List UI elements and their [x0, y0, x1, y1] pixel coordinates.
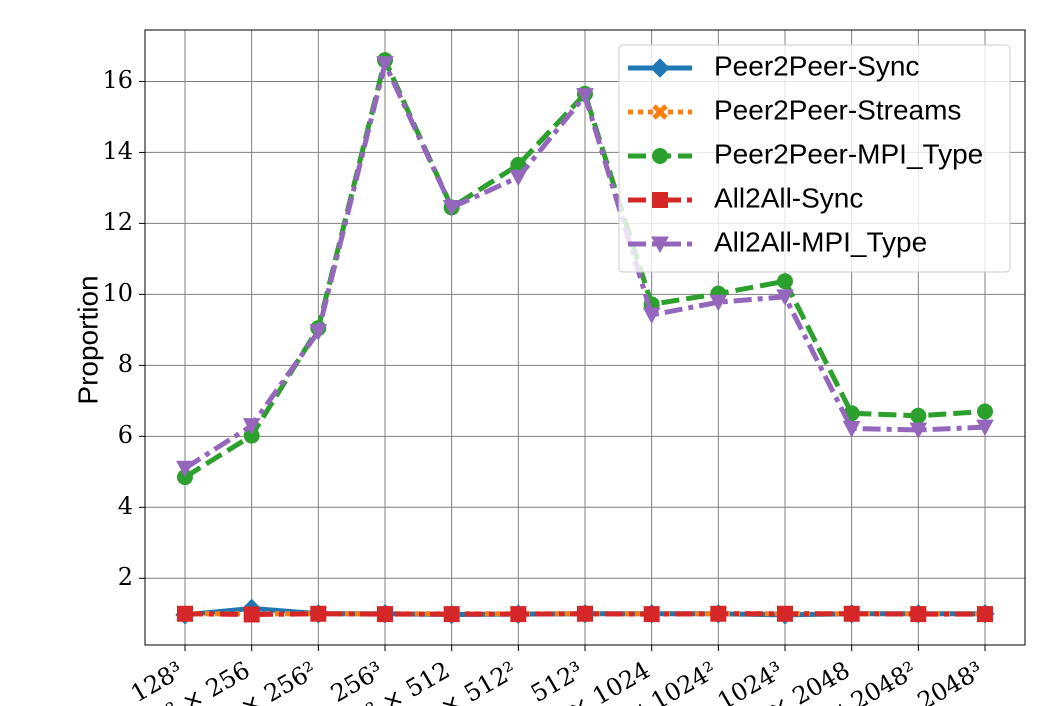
marker [177, 605, 193, 622]
marker [843, 605, 860, 622]
marker [977, 606, 993, 623]
y-tick-label: 8 [118, 350, 133, 378]
marker [443, 606, 460, 623]
marker [242, 418, 261, 435]
marker [176, 460, 194, 478]
marker [910, 606, 927, 623]
marker [309, 324, 328, 341]
marker [442, 199, 461, 217]
marker [709, 294, 728, 312]
marker [710, 605, 727, 622]
y-axis-label: Proportion [72, 275, 103, 404]
marker [842, 421, 861, 438]
marker [777, 605, 793, 622]
legend-label: All2All-Sync [714, 182, 863, 213]
marker [776, 289, 794, 306]
marker [643, 606, 660, 623]
marker [976, 419, 994, 437]
x-tick-label: 2048³ [913, 656, 988, 706]
y-tick-label: 2 [118, 563, 133, 591]
grid [145, 30, 1025, 645]
legend-marker [652, 148, 668, 164]
marker [376, 56, 394, 73]
legend-box [618, 44, 1011, 273]
marker [577, 605, 593, 622]
marker [977, 403, 993, 420]
y-tick-label: 16 [102, 66, 133, 94]
legend-label: Peer2Peer-MPI_Type [714, 138, 983, 169]
legend-marker [652, 192, 668, 208]
marker [509, 169, 528, 187]
marker [510, 606, 527, 623]
y-tick-label: 4 [118, 492, 133, 520]
marker [243, 606, 260, 623]
marker [909, 422, 928, 440]
marker [377, 606, 393, 623]
legend-marker [652, 104, 668, 120]
legend-marker [651, 236, 669, 254]
marker [642, 307, 661, 325]
marker [777, 273, 793, 290]
marker [576, 88, 594, 105]
plot-frame [144, 29, 1026, 646]
legend: Peer2Peer-Sync Peer2Peer-Streams Peer2Peer… [618, 44, 1011, 273]
y-tick-label: 10 [102, 279, 133, 307]
y-tick-label: 12 [102, 208, 133, 236]
legend-marker [650, 58, 670, 78]
legend-label: All2All-MPI_Type [714, 226, 927, 257]
marker [310, 605, 327, 622]
y-tick-label: 6 [118, 421, 133, 449]
legend-label: Peer2Peer-Streams [714, 94, 961, 125]
legend-label: Peer2Peer-Sync [714, 50, 919, 81]
marker [910, 407, 927, 424]
y-tick-label: 14 [102, 137, 133, 165]
